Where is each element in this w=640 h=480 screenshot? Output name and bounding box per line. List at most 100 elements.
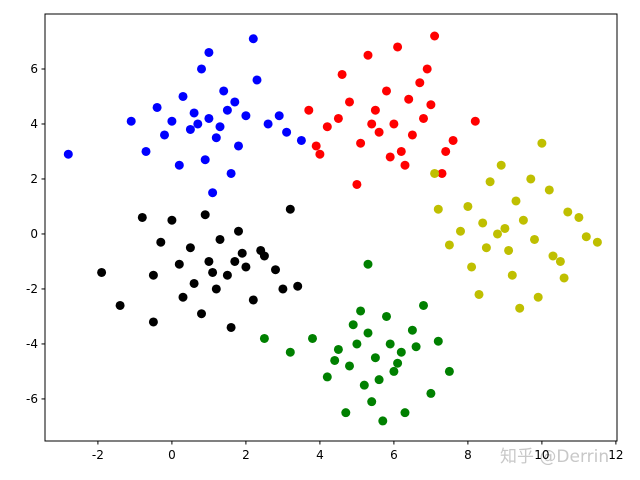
point [226, 168, 236, 178]
point [226, 322, 236, 332]
point [234, 141, 244, 151]
point [197, 309, 207, 319]
point [485, 177, 495, 187]
point [248, 295, 258, 305]
point [426, 388, 436, 398]
point [393, 42, 403, 52]
point [529, 234, 539, 244]
point [185, 243, 195, 253]
point [193, 119, 203, 129]
point [308, 333, 318, 343]
point [507, 270, 517, 280]
point [344, 361, 354, 371]
point [385, 339, 395, 349]
point [478, 218, 488, 228]
point [263, 119, 273, 129]
point [160, 130, 170, 140]
point [348, 320, 358, 330]
point [200, 155, 210, 165]
point [197, 64, 207, 74]
point [330, 355, 340, 365]
point [293, 281, 303, 291]
point [333, 113, 343, 123]
y-tick-label: 0 [30, 227, 38, 241]
point [444, 366, 454, 376]
point [97, 267, 107, 277]
point [404, 94, 414, 104]
point [463, 201, 473, 211]
point [237, 248, 247, 258]
point [467, 262, 477, 272]
point [211, 284, 221, 294]
plot-frame [44, 13, 618, 442]
x-tick-label: 8 [464, 448, 472, 462]
point [278, 284, 288, 294]
y-tick-label: 2 [30, 172, 38, 186]
point [430, 168, 440, 178]
point [174, 259, 184, 269]
x-tick-label: 2 [242, 448, 250, 462]
point [470, 116, 480, 126]
point [455, 226, 465, 236]
point [574, 212, 584, 222]
point [296, 135, 306, 145]
point [167, 116, 177, 126]
point [389, 366, 399, 376]
point [63, 149, 73, 159]
y-tick-label: 6 [30, 62, 38, 76]
point [504, 245, 514, 255]
point [222, 270, 232, 280]
point [400, 160, 410, 170]
point [511, 196, 521, 206]
point [544, 185, 554, 195]
point [481, 243, 491, 253]
point [204, 113, 214, 123]
x-tick-label: 6 [390, 448, 398, 462]
point [367, 397, 377, 407]
point [115, 300, 125, 310]
point [592, 237, 602, 247]
point [474, 289, 484, 299]
point [422, 64, 432, 74]
point [341, 408, 351, 418]
point [252, 75, 262, 85]
point [271, 265, 281, 275]
point [378, 416, 388, 426]
point [189, 278, 199, 288]
point [322, 122, 332, 132]
point [359, 380, 369, 390]
point [381, 311, 391, 321]
point [433, 336, 443, 346]
point [241, 111, 251, 121]
point [137, 212, 147, 222]
point [363, 259, 373, 269]
point [215, 122, 225, 132]
point [400, 408, 410, 418]
point [370, 353, 380, 363]
point [200, 210, 210, 220]
point [337, 69, 347, 79]
point [411, 342, 421, 352]
y-tick-label: -2 [26, 282, 38, 296]
point [363, 328, 373, 338]
point [396, 347, 406, 357]
point [356, 138, 366, 148]
point [426, 100, 436, 110]
point [256, 245, 266, 255]
point [407, 130, 417, 140]
point [526, 174, 536, 184]
point [555, 256, 565, 266]
point [311, 141, 321, 151]
point [500, 223, 510, 233]
point [548, 251, 558, 261]
point [492, 229, 502, 239]
point [370, 105, 380, 115]
point [352, 179, 362, 189]
point [444, 240, 454, 250]
point [581, 232, 591, 242]
point [437, 168, 447, 178]
point [241, 262, 251, 272]
point [415, 78, 425, 88]
